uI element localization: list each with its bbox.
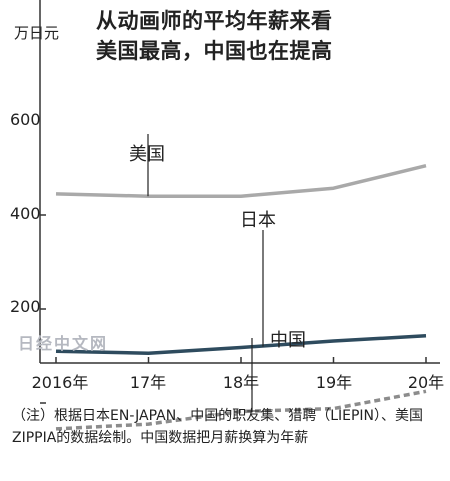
x-tick-label-2019: 19年 <box>315 373 353 392</box>
watermark-text: 日经中文网 <box>18 334 109 353</box>
series-line-japan <box>55 334 427 355</box>
x-tick-label-2020: 20年 <box>407 373 445 392</box>
series-label-usa: 美国 <box>129 144 165 165</box>
chart-footnote: （注）根据日本EN-JAPAN、中国的职友集、猎聘（LIEPIN）、美国ZIPP… <box>12 408 424 446</box>
y-tick-label-200: 200 <box>10 297 41 316</box>
series-line-china <box>55 389 427 431</box>
y-tick-label-600: 600 <box>10 110 41 129</box>
x-tick-label-2018: 18年 <box>222 373 260 392</box>
x-tick-label-2016: 2016年 <box>31 373 89 392</box>
y-axis-unit-label: 万日元 <box>14 24 60 42</box>
series-label-japan: 日本 <box>240 210 276 231</box>
series-line-usa <box>55 163 427 198</box>
chart-title-line-1: 从动画师的平均年薪来看 <box>96 9 333 33</box>
series-label-china: 中国 <box>270 330 306 351</box>
chart-title-line-2: 美国最高，中国也在提高 <box>96 39 333 63</box>
y-tick-label-400: 400 <box>10 204 41 223</box>
x-tick-label-2017: 17年 <box>129 373 167 392</box>
